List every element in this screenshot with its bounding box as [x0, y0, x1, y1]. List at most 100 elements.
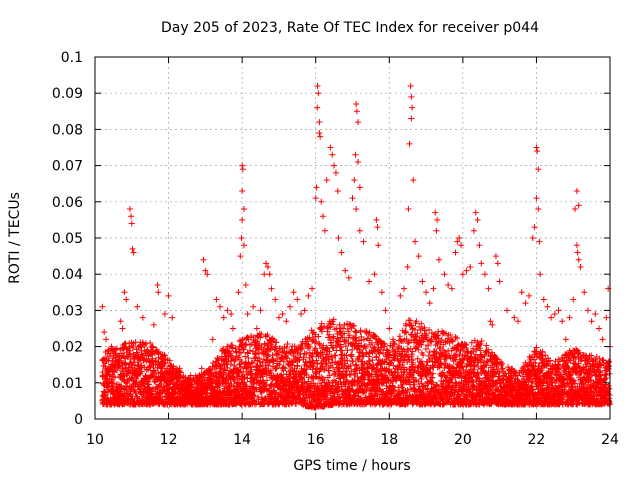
data-point — [448, 285, 455, 292]
data-point — [110, 380, 117, 387]
data-point — [283, 318, 290, 325]
data-point — [575, 202, 582, 209]
data-point — [257, 307, 264, 314]
data-point — [456, 235, 463, 241]
data-point — [314, 104, 321, 111]
data-point — [407, 317, 414, 324]
data-point — [286, 303, 293, 310]
data-point — [134, 303, 141, 310]
data-point — [533, 195, 540, 202]
data-point — [515, 318, 522, 325]
data-point — [454, 238, 461, 245]
data-point — [356, 184, 363, 191]
data-point — [239, 187, 246, 194]
data-point — [315, 90, 322, 97]
data-point — [147, 362, 154, 369]
data-point — [378, 289, 385, 296]
data-point — [305, 292, 312, 299]
data-point — [114, 367, 121, 374]
data-point — [577, 263, 584, 270]
data-point — [360, 238, 367, 245]
data-point — [581, 289, 588, 296]
data-point — [253, 325, 260, 332]
data-point — [130, 249, 137, 256]
data-point — [237, 253, 244, 260]
data-point — [481, 271, 488, 278]
data-point — [470, 227, 477, 234]
data-point — [375, 242, 382, 249]
data-point — [401, 285, 407, 292]
data-point — [353, 101, 360, 108]
data-point — [537, 271, 544, 278]
data-point — [239, 216, 246, 223]
data-point — [373, 216, 380, 223]
data-point — [562, 336, 569, 343]
data-point — [123, 296, 130, 303]
data-point — [529, 235, 536, 241]
data-point — [432, 209, 439, 216]
data-point — [412, 238, 419, 245]
data-point — [535, 206, 542, 213]
data-point — [198, 365, 205, 372]
data-point — [321, 227, 328, 234]
data-point — [430, 285, 437, 292]
data-point — [113, 345, 120, 352]
data-point — [121, 341, 128, 348]
data-point — [316, 130, 323, 137]
data-point — [239, 166, 246, 173]
data-point — [559, 318, 566, 325]
data-point — [150, 385, 157, 392]
data-point — [518, 289, 525, 296]
data-point — [133, 379, 140, 386]
data-point — [244, 311, 251, 318]
data-point — [478, 338, 485, 345]
data-point — [109, 383, 116, 390]
data-point — [275, 314, 282, 321]
data-point — [294, 296, 301, 303]
data-point — [572, 206, 579, 213]
data-point — [584, 307, 591, 314]
data-point — [323, 177, 330, 184]
data-point — [317, 133, 324, 140]
data-point — [108, 345, 115, 352]
data-point — [240, 206, 247, 213]
data-point — [402, 328, 409, 335]
data-point — [335, 235, 342, 241]
data-point — [435, 256, 442, 263]
data-point — [353, 206, 360, 213]
data-point — [355, 158, 362, 165]
data-point — [397, 292, 404, 299]
data-point — [533, 144, 540, 151]
data-point — [599, 336, 606, 343]
data-point — [355, 119, 362, 126]
data-point — [592, 311, 599, 318]
data-point — [154, 282, 161, 289]
data-point — [137, 363, 144, 370]
data-point — [238, 235, 245, 241]
data-point — [426, 300, 433, 307]
data-point — [492, 253, 499, 260]
data-point — [332, 169, 339, 176]
data-point — [433, 227, 440, 234]
data-point — [452, 249, 459, 256]
data-point — [105, 388, 112, 395]
data-point — [128, 213, 135, 220]
data-point — [334, 187, 341, 194]
data-point — [242, 282, 249, 289]
data-point — [410, 177, 417, 184]
data-point — [526, 292, 533, 299]
data-point — [138, 368, 145, 375]
data-point — [261, 271, 268, 278]
data-point — [415, 253, 422, 260]
data-point — [312, 195, 319, 202]
data-point — [151, 367, 158, 374]
data-point — [138, 344, 145, 351]
data-point — [374, 224, 381, 231]
data-point — [548, 314, 555, 321]
data-point — [494, 260, 501, 267]
data-point — [342, 267, 349, 274]
data-point — [434, 216, 441, 223]
data-point — [445, 282, 452, 289]
data-point — [169, 314, 176, 321]
data-point — [209, 336, 216, 343]
